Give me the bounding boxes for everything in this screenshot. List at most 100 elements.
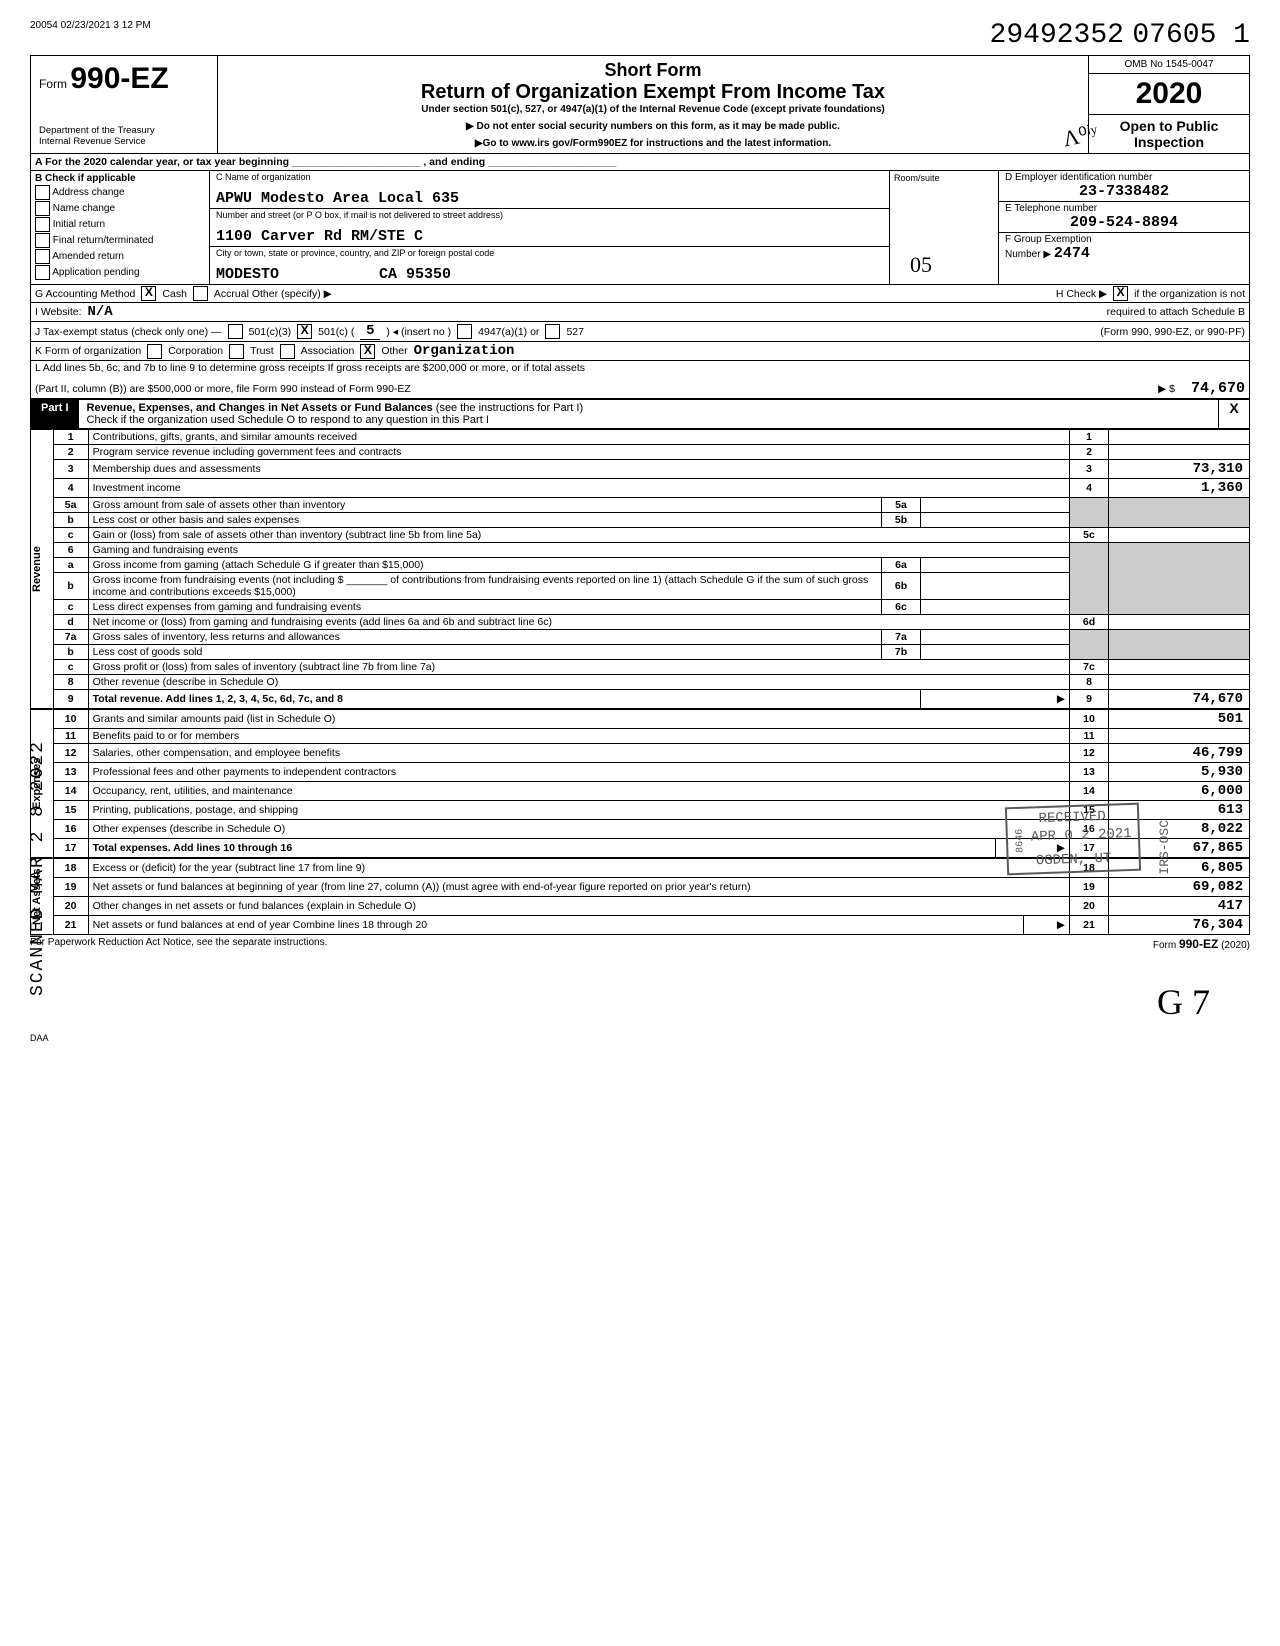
line-16-desc: Other expenses (describe in Schedule O) (88, 820, 1069, 839)
form-header: Form 990-EZ Department of the Treasury I… (30, 55, 1250, 153)
phone: 209-524-8894 (1005, 214, 1243, 231)
chk-application-pending[interactable]: Application pending (35, 265, 205, 280)
line-1-desc: Contributions, gifts, grants, and simila… (88, 430, 1069, 445)
form-number: Form 990-EZ (39, 62, 209, 96)
line-8-desc: Other revenue (describe in Schedule O) (88, 675, 1069, 690)
C-label: C Name of organization (216, 172, 311, 182)
chk-final-return[interactable]: Final return/terminated (35, 233, 205, 248)
line-3-desc: Membership dues and assessments (88, 460, 1069, 479)
doc-id-left: 20054 02/23/2021 3 12 PM (30, 20, 151, 31)
line-21-arrow: ▶ (1023, 916, 1070, 935)
row-L: L Add lines 5b, 6c, and 7b to line 9 to … (30, 360, 1250, 399)
chk-amended-return[interactable]: Amended return (35, 249, 205, 264)
line-5b-desc: Less cost or other basis and sales expen… (88, 513, 881, 528)
H-text: if the organization is not (1134, 288, 1245, 300)
street-address: 1100 Carver Rd RM/STE C (216, 228, 423, 245)
D-label: D Employer identification number (1005, 172, 1243, 183)
line-15-desc: Printing, publications, postage, and shi… (88, 801, 1069, 820)
line-13-desc: Professional fees and other payments to … (88, 763, 1069, 782)
revenue-side-label: Revenue (31, 429, 53, 709)
room-handwritten: 05 (910, 252, 932, 278)
irs-osc-stamp: IRS-OSC (1157, 820, 1172, 875)
L-arrow: ▶ $ (1158, 383, 1175, 395)
J-label: J Tax-exempt status (check only one) — (35, 326, 222, 338)
subtitle: Under section 501(c), 527, or 4947(a)(1)… (228, 104, 1078, 115)
revenue-table: 1Contributions, gifts, grants, and simil… (53, 429, 1250, 709)
I-label: I Website: (35, 306, 82, 318)
line-7a-amt (921, 630, 1070, 645)
E-label: E Telephone number (1005, 203, 1243, 214)
line-8-amt (1109, 675, 1250, 690)
line-6b-desc: Gross income from fundraising events (no… (88, 573, 881, 600)
H-label: H Check ▶ (1056, 288, 1107, 300)
tax-year: 2020 (1089, 74, 1249, 115)
line-5a-desc: Gross amount from sale of assets other t… (88, 498, 881, 513)
part-I-checkbox[interactable]: X (1218, 400, 1249, 428)
footer-left: For Paperwork Reduction Act Notice, see … (30, 937, 327, 951)
state-zip: CA 95350 (379, 266, 451, 283)
line-10-amt: 501 (1109, 710, 1250, 729)
L-amount: 74,670 (1191, 380, 1245, 397)
city-label: City or town, state or province, country… (216, 248, 494, 258)
title-short-form: Short Form (228, 60, 1078, 81)
F-label: F Group Exemption (1005, 234, 1243, 245)
chk-other[interactable]: X (360, 344, 375, 359)
line-10-desc: Grants and similar amounts paid (list in… (88, 710, 1069, 729)
chk-trust[interactable] (229, 344, 244, 359)
H-text3: required to attach Schedule B (1107, 306, 1245, 318)
other-label: Other (381, 345, 407, 357)
section-B: B Check if applicable Address change Nam… (30, 170, 1250, 284)
line-6d-amt (1109, 615, 1250, 630)
F-label2: Number ▶ (1005, 249, 1051, 260)
line-5c-desc: Gain or (loss) from sale of assets other… (88, 528, 1069, 543)
line-6c-desc: Less direct expenses from gaming and fun… (88, 600, 881, 615)
chk-4947[interactable] (457, 324, 472, 339)
chk-501c3[interactable] (228, 324, 243, 339)
line-4-desc: Investment income (88, 479, 1069, 498)
omb-number: OMB No 1545-0047 (1089, 56, 1249, 74)
527-label: 527 (566, 326, 584, 338)
chk-accrual[interactable] (193, 286, 208, 301)
L-text2: (Part II, column (B)) are $500,000 or mo… (35, 383, 411, 395)
part-I-header: Part I Revenue, Expenses, and Changes in… (30, 399, 1250, 429)
line-A: A For the 2020 calendar year, or tax yea… (30, 153, 1250, 170)
line-6c-amt (921, 600, 1070, 615)
chk-name-change[interactable]: Name change (35, 201, 205, 216)
chk-corp[interactable] (147, 344, 162, 359)
line-7c-amt (1109, 660, 1250, 675)
row-J: J Tax-exempt status (check only one) — 5… (30, 321, 1250, 341)
chk-assoc[interactable] (280, 344, 295, 359)
line-19-amt: 69,082 (1109, 878, 1250, 897)
line-6b-amt (921, 573, 1070, 600)
line-5c-amt (1109, 528, 1250, 543)
G-label: G Accounting Method (35, 288, 135, 300)
line-17-desc: Total expenses. Add lines 10 through 16 (93, 842, 293, 854)
K-label: K Form of organization (35, 345, 141, 357)
line-20-desc: Other changes in net assets or fund bala… (88, 897, 1069, 916)
line-14-desc: Occupancy, rent, utilities, and maintena… (88, 782, 1069, 801)
open-to-public: Open to Public Inspection (1089, 115, 1249, 153)
chk-501c[interactable]: X (297, 324, 312, 339)
501c-label: 501(c) ( (318, 326, 354, 338)
line-13-amt: 5,930 (1109, 763, 1250, 782)
line-9-arrow: ▶ (921, 690, 1070, 709)
H-text4: (Form 990, 990-EZ, or 990-PF) (1100, 326, 1245, 338)
chk-schedule-b[interactable]: X (1113, 286, 1128, 301)
chk-initial-return[interactable]: Initial return (35, 217, 205, 232)
chk-address-change[interactable]: Address change (35, 185, 205, 200)
chk-527[interactable] (545, 324, 560, 339)
doc-id-right: 29492352 07605 1 (990, 20, 1250, 51)
line-12-amt: 46,799 (1109, 744, 1250, 763)
chk-cash[interactable]: X (141, 286, 156, 301)
line-2-amt (1109, 445, 1250, 460)
line-19-desc: Net assets or fund balances at beginning… (88, 878, 1069, 897)
line-4-amt: 1,360 (1109, 479, 1250, 498)
line-6-desc: Gaming and fundraising events (88, 543, 1069, 558)
4947-label: 4947(a)(1) or (478, 326, 539, 338)
part-I-note: (see the instructions for Part I) (436, 402, 583, 414)
daa: DAA (30, 1033, 1250, 1043)
line-11-amt (1109, 729, 1250, 744)
line-21-amt: 76,304 (1109, 916, 1250, 935)
line-3-amt: 73,310 (1109, 460, 1250, 479)
501c-number: 5 (360, 323, 380, 340)
